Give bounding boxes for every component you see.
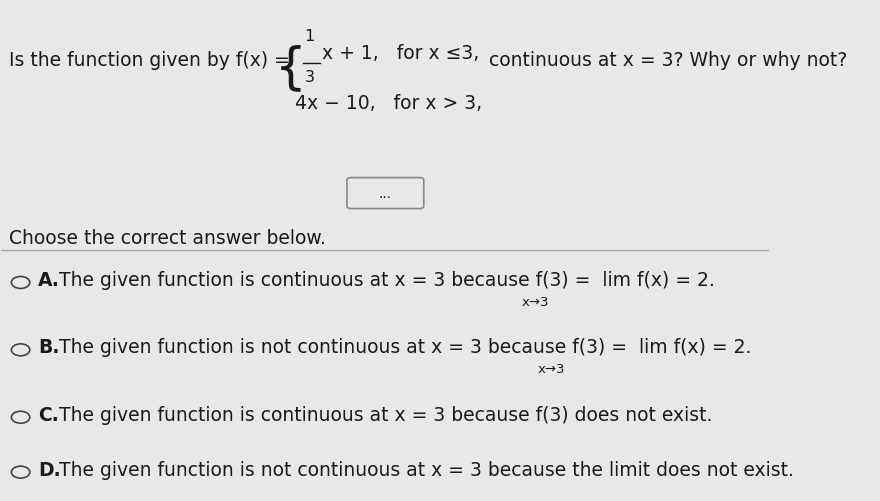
Text: x→3: x→3 xyxy=(538,363,565,376)
Text: x + 1,   for x ≤3,: x + 1, for x ≤3, xyxy=(322,44,480,63)
Text: The given function is continuous at x = 3 because f(3) does not exist.: The given function is continuous at x = … xyxy=(59,405,712,424)
Text: 1: 1 xyxy=(304,29,315,44)
Text: continuous at x = 3? Why or why not?: continuous at x = 3? Why or why not? xyxy=(489,51,847,70)
Text: Choose the correct answer below.: Choose the correct answer below. xyxy=(9,228,326,247)
Circle shape xyxy=(11,411,30,423)
Text: 3: 3 xyxy=(304,70,315,85)
FancyBboxPatch shape xyxy=(347,178,424,209)
Text: 4x − 10,   for x > 3,: 4x − 10, for x > 3, xyxy=(295,94,482,113)
Text: C.: C. xyxy=(38,405,59,424)
Circle shape xyxy=(11,466,30,478)
Text: The given function is continuous at x = 3 because f(3) =  lim f(x) = 2.: The given function is continuous at x = … xyxy=(59,271,715,290)
Text: $\{$: $\{$ xyxy=(274,44,302,94)
Text: B.: B. xyxy=(38,338,60,357)
Text: x→3: x→3 xyxy=(522,296,549,308)
Text: The given function is not continuous at x = 3 because f(3) =  lim f(x) = 2.: The given function is not continuous at … xyxy=(59,338,752,357)
Text: A.: A. xyxy=(38,271,60,290)
Text: The given function is not continuous at x = 3 because the limit does not exist.: The given function is not continuous at … xyxy=(59,460,794,479)
Circle shape xyxy=(11,344,30,356)
Text: ...: ... xyxy=(378,187,392,201)
Text: D.: D. xyxy=(38,460,61,479)
Text: Is the function given by f(x) =: Is the function given by f(x) = xyxy=(9,51,290,70)
Circle shape xyxy=(11,277,30,289)
